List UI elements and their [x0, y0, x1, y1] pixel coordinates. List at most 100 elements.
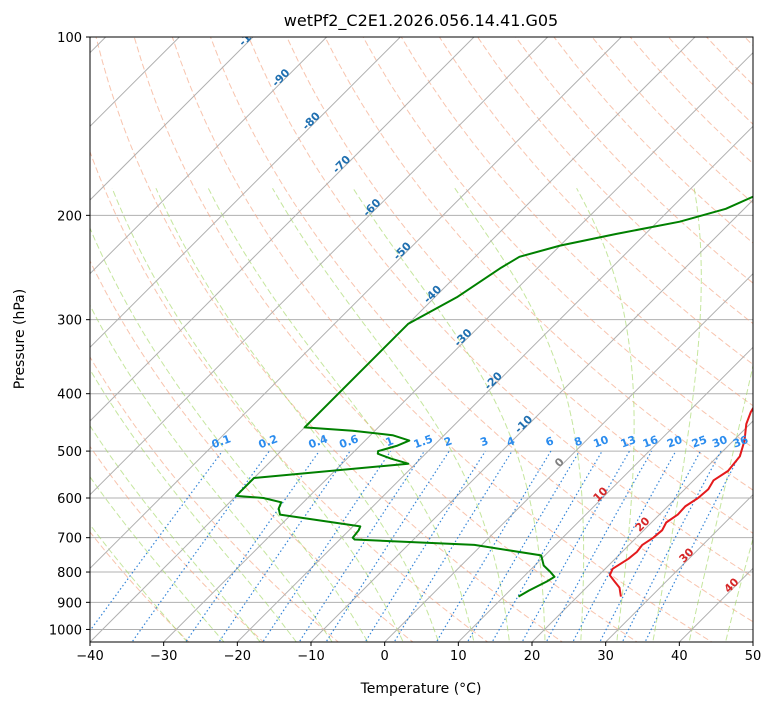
x-tick-label: −40	[76, 649, 103, 664]
moist-adiabat	[155, 187, 440, 642]
x-tick-label: 20	[524, 649, 541, 664]
mixing-ratio-label: 0.2	[257, 432, 280, 451]
moist-adiabat	[652, 188, 702, 642]
isotherm	[384, 272, 753, 642]
mixing-ratio-line	[131, 450, 270, 642]
mixing-ratio-label: 25	[690, 433, 709, 450]
moist-adiabat	[272, 187, 510, 642]
moist-adiabat	[207, 187, 475, 642]
y-axis-label: Pressure (hPa)	[12, 289, 28, 389]
mixing-ratio-line	[298, 450, 425, 642]
isotherm	[90, 37, 622, 570]
chart-title: wetPf2_C2E1.2026.056.14.41.G05	[284, 11, 558, 31]
mixing-ratio-line	[621, 450, 722, 642]
mixing-ratio-label: 13	[619, 433, 638, 450]
isotherm	[90, 37, 475, 422]
mixing-ratio-line	[185, 450, 320, 642]
y-tick-label: 1000	[49, 623, 82, 638]
line-labels: -100-90-80-70-60-50-40-30-20-100.10.20.4…	[210, 20, 750, 596]
mixing-ratio-line	[90, 450, 223, 632]
mixing-ratio-line	[218, 450, 351, 642]
dry-adiabat-label: -100	[236, 20, 265, 49]
mixing-ratio-line	[599, 450, 702, 642]
dry-adiabat	[362, 37, 753, 449]
isotherm	[90, 37, 328, 275]
mixing-ratio-label: 16	[641, 433, 660, 451]
moist-adiabat	[454, 187, 585, 642]
mixing-ratio-label: 36	[731, 433, 750, 451]
x-axis-label: Temperature (°C)	[360, 681, 482, 697]
isotherm	[90, 37, 549, 496]
moist-adiabat	[352, 187, 546, 642]
dry-adiabat	[477, 37, 753, 325]
dry-adiabat	[90, 150, 489, 642]
mixing-ratio-line	[364, 450, 486, 642]
dry-adiabat	[133, 37, 638, 642]
moist-adiabat	[688, 363, 753, 642]
mixing-ratio-line	[262, 450, 392, 642]
y-tick-label: 200	[57, 209, 82, 224]
moist-adiabat	[90, 304, 333, 642]
x-tick-label: 30	[597, 649, 614, 664]
y-tick-label: 100	[57, 31, 82, 46]
dry-adiabat	[400, 37, 753, 407]
isotherm	[90, 37, 254, 201]
mixing-ratio-label: 4	[505, 434, 517, 449]
mixing-ratio-line	[572, 450, 677, 642]
dry-adiabat	[95, 37, 564, 642]
dry-adiabat	[286, 37, 753, 534]
plot-frame	[89, 36, 754, 643]
x-tick-label: 10	[450, 649, 467, 664]
moist-adiabat	[725, 537, 753, 642]
mixing-ratio-label: 1	[384, 434, 396, 449]
moist-adiabat	[111, 188, 404, 642]
mixing-ratio-label: 6	[544, 434, 556, 449]
y-tick-label: 500	[57, 445, 82, 460]
series-line-1	[608, 406, 753, 597]
mixing-ratio-label: 1.5	[412, 432, 435, 451]
mixing-ratio-label: 20	[665, 433, 684, 451]
x-tick-label: −20	[224, 649, 251, 664]
dry-adiabat	[90, 531, 190, 642]
isotherm	[90, 37, 401, 349]
mixing-ratio-label: 30	[710, 433, 729, 451]
x-tick-label: −10	[297, 649, 324, 664]
x-tick-label: 40	[671, 649, 688, 664]
mixing-ratio-line	[325, 450, 450, 642]
y-tick-label: 900	[57, 596, 82, 611]
moist-adiabat	[90, 424, 261, 642]
isotherm	[457, 346, 753, 642]
moist-adiabat	[576, 187, 635, 642]
mixing-ratio-label: 8	[572, 434, 584, 449]
dry-adiabat	[90, 259, 414, 642]
axes: −40 −30 −20 −10 0 10 20 30 40 5010020030040050060…	[49, 31, 761, 664]
dry-adiabat	[210, 37, 753, 623]
mixing-ratio-label: 0.1	[210, 432, 233, 451]
moist-adiabat	[90, 476, 225, 642]
mixing-ratio-label: 0.6	[338, 432, 361, 451]
isotherm	[236, 125, 753, 642]
x-tick-label: −30	[150, 649, 177, 664]
series-line-2	[235, 195, 753, 598]
moist-adiabat	[90, 368, 297, 642]
background-lines	[90, 37, 753, 642]
y-tick-label: 600	[57, 492, 82, 507]
mixing-ratio-line	[393, 450, 513, 642]
dry-adiabat	[438, 37, 753, 366]
x-tick-label: 0	[381, 649, 389, 664]
y-tick-label: 300	[57, 314, 82, 329]
isotherm	[163, 51, 753, 642]
mixing-ratio-label: 2	[442, 434, 454, 449]
isotherm	[531, 420, 753, 642]
isotherm	[605, 493, 753, 642]
mixing-ratio-label: 0.4	[307, 432, 330, 451]
mixing-ratio-label: 10	[592, 433, 611, 451]
series-layer	[235, 195, 753, 598]
dry-adiabat	[171, 37, 713, 642]
mixing-ratio-line	[466, 450, 580, 642]
y-tick-label: 800	[57, 566, 82, 581]
y-tick-label: 400	[57, 388, 82, 403]
x-tick-label: 50	[745, 649, 762, 664]
